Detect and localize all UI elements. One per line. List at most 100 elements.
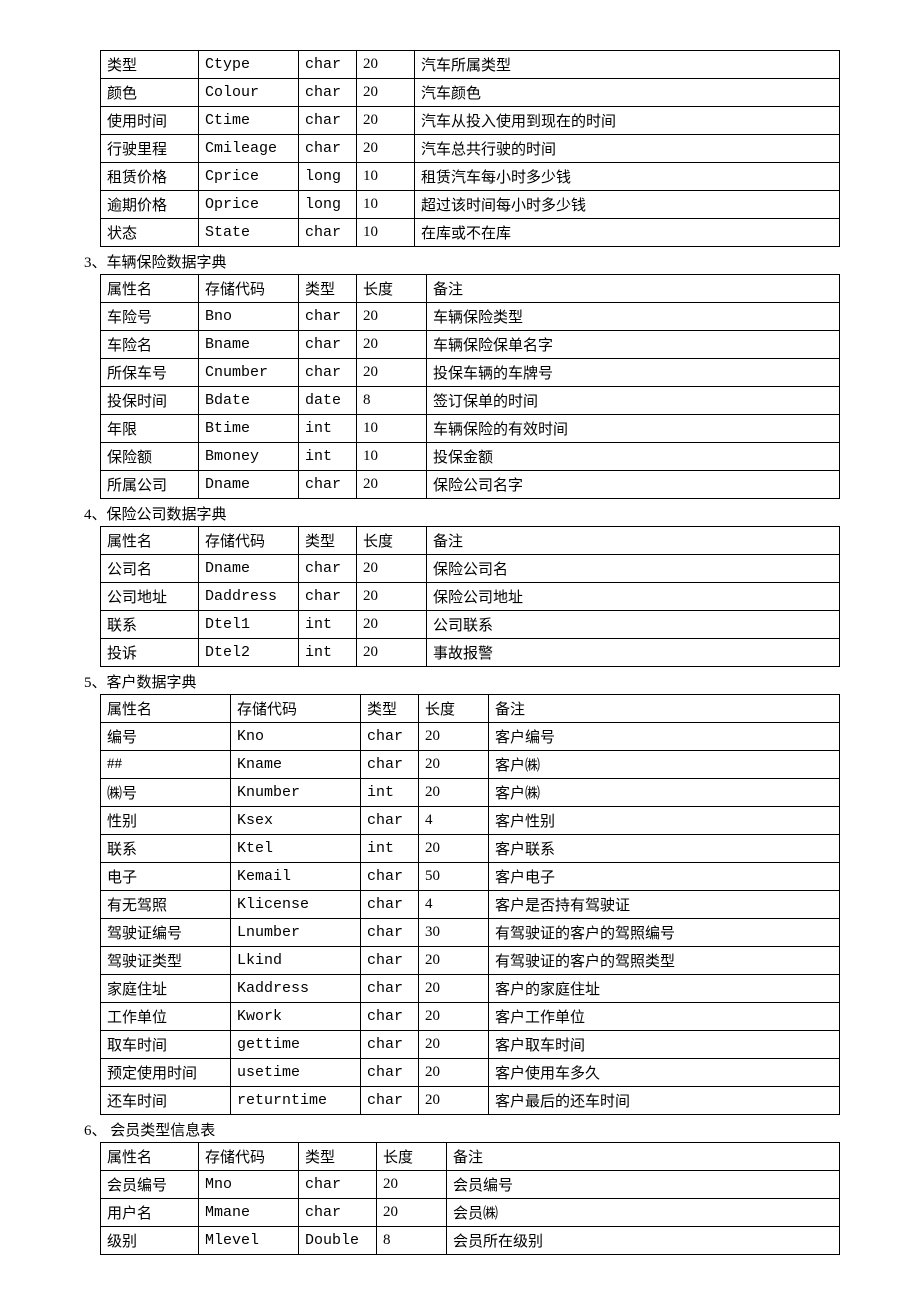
table-cell: 颜色 [101, 79, 199, 107]
table-cell: 汽车所属类型 [415, 51, 840, 79]
table-cell: 客户㈱ [489, 779, 840, 807]
table-cell: 属性名 [101, 275, 199, 303]
table-cell: ## [101, 751, 231, 779]
table-cell: 备注 [489, 695, 840, 723]
table-cell: Bdate [199, 387, 299, 415]
table-cell: 20 [357, 639, 427, 667]
table-row: 属性名存储代码类型长度备注 [101, 527, 840, 555]
table-cell: 逾期价格 [101, 191, 199, 219]
table-cell: Kwork [231, 1003, 361, 1031]
table-cell: 4 [419, 807, 489, 835]
table-cell: 性别 [101, 807, 231, 835]
table-cell: Mmane [199, 1199, 299, 1227]
table-row: 级别MlevelDouble8会员所在级别 [101, 1227, 840, 1255]
table-cell: State [199, 219, 299, 247]
table-cell: char [361, 723, 419, 751]
table-row: 预定使用时间usetimechar20客户使用车多久 [101, 1059, 840, 1087]
table-cell: 20 [419, 751, 489, 779]
table-row: 还车时间returntimechar20客户最后的还车时间 [101, 1087, 840, 1115]
table-cell: 联系 [101, 611, 199, 639]
table-cell: char [299, 331, 357, 359]
table-cell: 20 [377, 1199, 447, 1227]
table-cell: 20 [419, 975, 489, 1003]
table-cell: Lkind [231, 947, 361, 975]
table-cell: Bmoney [199, 443, 299, 471]
table-cell: Mlevel [199, 1227, 299, 1255]
table-row: 颜色Colourchar20汽车颜色 [101, 79, 840, 107]
table-cell: 20 [419, 779, 489, 807]
table-cell: char [299, 219, 357, 247]
table-cell: char [299, 51, 357, 79]
table-cell: Knumber [231, 779, 361, 807]
table-cell: 20 [357, 135, 415, 163]
table-row: 用户名Mmanechar20会员㈱ [101, 1199, 840, 1227]
table-cell: 客户最后的还车时间 [489, 1087, 840, 1115]
table-cell: 会员㈱ [447, 1199, 840, 1227]
table-cell: 电子 [101, 863, 231, 891]
table-cell: 10 [357, 443, 427, 471]
section-title: 6、 会员类型信息表 [84, 1119, 840, 1140]
table-cell: 投保车辆的车牌号 [427, 359, 840, 387]
table-cell: 20 [357, 51, 415, 79]
table-cell: Cmileage [199, 135, 299, 163]
table-cell: 客户是否持有驾驶证 [489, 891, 840, 919]
table-cell: 20 [357, 471, 427, 499]
table-cell: 使用时间 [101, 107, 199, 135]
table-cell: 公司联系 [427, 611, 840, 639]
table-cell: Cnumber [199, 359, 299, 387]
table-cell: 20 [419, 1031, 489, 1059]
table-cell: 属性名 [101, 1143, 199, 1171]
table-cell: returntime [231, 1087, 361, 1115]
table-row: 逾期价格Opricelong10超过该时间每小时多少钱 [101, 191, 840, 219]
table-cell: 20 [357, 611, 427, 639]
table-cell: Bno [199, 303, 299, 331]
table-cell: 保险公司地址 [427, 583, 840, 611]
table-cell: Ctype [199, 51, 299, 79]
table-cell: 投诉 [101, 639, 199, 667]
table-cell: 8 [377, 1227, 447, 1255]
table-cell: 类型 [299, 1143, 377, 1171]
table-cell: 车辆保险保单名字 [427, 331, 840, 359]
table-row: 联系Ktelint20客户联系 [101, 835, 840, 863]
table-cell: Daddress [199, 583, 299, 611]
table-cell: 20 [357, 331, 427, 359]
table-cell: 20 [357, 555, 427, 583]
table-cell: 4 [419, 891, 489, 919]
table-cell: 汽车总共行驶的时间 [415, 135, 840, 163]
table-row: 状态Statechar10在库或不在库 [101, 219, 840, 247]
table-cell: Btime [199, 415, 299, 443]
table-cell: 有驾驶证的客户的驾照类型 [489, 947, 840, 975]
table-cell: 会员编号 [101, 1171, 199, 1199]
table-cell: 事故报警 [427, 639, 840, 667]
table-cell: char [361, 1059, 419, 1087]
table-cell: char [299, 1171, 377, 1199]
table-cell: 10 [357, 219, 415, 247]
table-row: 投诉Dtel2int20事故报警 [101, 639, 840, 667]
table-cell: 保险额 [101, 443, 199, 471]
data-dictionary-table: 类型Ctypechar20汽车所属类型颜色Colourchar20汽车颜色使用时… [100, 50, 840, 247]
table-cell: 属性名 [101, 527, 199, 555]
table-row: 行驶里程Cmileagechar20汽车总共行驶的时间 [101, 135, 840, 163]
table-cell: int [299, 443, 357, 471]
table-cell: 客户联系 [489, 835, 840, 863]
section-title: 3、车辆保险数据字典 [84, 251, 840, 272]
table-cell: Oprice [199, 191, 299, 219]
table-cell: 用户名 [101, 1199, 199, 1227]
table-row: 驾驶证编号Lnumberchar30有驾驶证的客户的驾照编号 [101, 919, 840, 947]
table-cell: char [299, 1199, 377, 1227]
data-dictionary-table: 属性名存储代码类型长度备注公司名Dnamechar20保险公司名公司地址Dadd… [100, 526, 840, 667]
data-dictionary-table: 属性名存储代码类型长度备注编号Knochar20客户编号##Knamechar2… [100, 694, 840, 1115]
table-row: 有无驾照Klicensechar4客户是否持有驾驶证 [101, 891, 840, 919]
table-cell: Dname [199, 471, 299, 499]
section-title: 5、客户数据字典 [84, 671, 840, 692]
table-cell: 类型 [101, 51, 199, 79]
table-cell: 客户取车时间 [489, 1031, 840, 1059]
table-cell: 会员所在级别 [447, 1227, 840, 1255]
table-cell: char [361, 975, 419, 1003]
table-cell: char [361, 1031, 419, 1059]
table-cell: Colour [199, 79, 299, 107]
table-cell: int [361, 779, 419, 807]
table-row: 车险号Bnochar20车辆保险类型 [101, 303, 840, 331]
table-cell: 保险公司名字 [427, 471, 840, 499]
table-cell: 20 [419, 947, 489, 975]
